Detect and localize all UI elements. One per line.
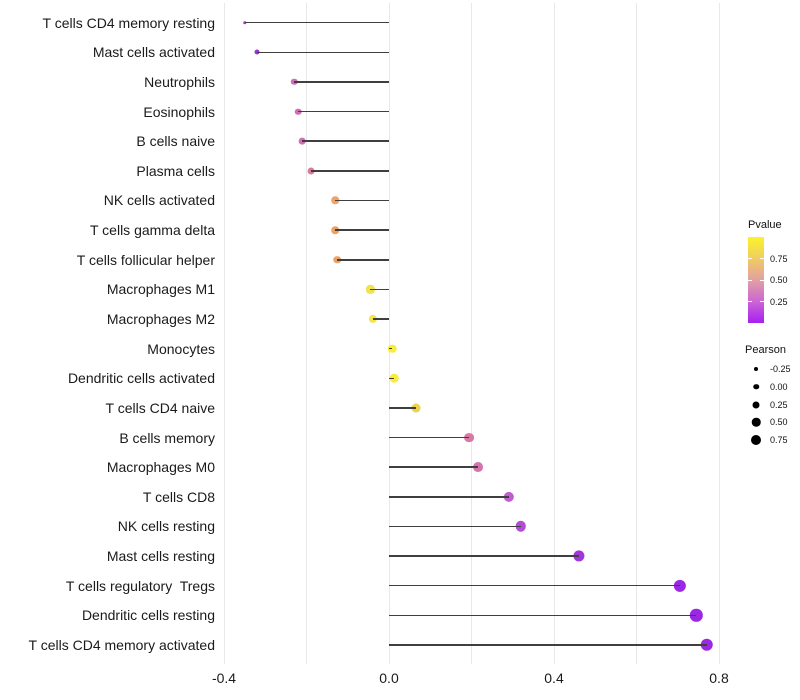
y-axis-label: T cells CD4 naive [105,399,215,416]
pearson-key-label: 0.75 [770,435,788,445]
data-point-dot [700,638,713,652]
lollipop-stem [389,644,707,646]
pvalue-colorbar-tick [760,279,764,281]
data-point-dot [515,521,527,532]
y-axis-label: Macrophages M2 [106,311,215,328]
y-axis-label: Monocytes [147,340,215,357]
y-axis-label: T cells follicular helper [76,251,215,268]
lollipop-stem [389,436,470,439]
pearson-key-dot [751,435,761,445]
lollipop-stem [389,525,521,528]
y-axis-label: Mast cells resting [106,548,215,565]
lollipop-stem [389,407,416,409]
data-point-dot [573,550,585,562]
pearson-key-label: -0.25 [770,364,791,374]
pvalue-tick-label: 0.50 [770,275,788,285]
lollipop-stem [335,199,389,202]
y-axis-label: NK cells resting [117,518,215,535]
data-point-dot [388,344,397,353]
data-point-dot [464,432,475,443]
pvalue-colorbar-tick [748,279,752,281]
y-axis-label: Mast cells activated [92,44,215,61]
lollipop-stem [244,21,389,24]
data-point-dot [389,373,399,383]
data-point-dot [411,403,421,413]
pearson-key-dot [753,384,759,390]
pvalue-colorbar-tick [748,258,752,259]
y-axis-label: Macrophages M1 [106,281,215,298]
y-axis-label: Dendritic cells resting [81,607,215,624]
lollipop-stem [389,347,393,350]
y-axis-label: T cells gamma delta [89,222,215,239]
y-axis-label: Eosinophils [143,103,215,120]
y-axis-label: T cells CD8 [142,488,215,505]
y-axis-label: B cells naive [136,133,215,150]
pearson-legend-title: Pearson [745,344,786,356]
lollipop-stem [389,584,680,587]
pearson-key-label: 0.50 [770,417,788,428]
pearson-key-label: 0.25 [770,399,788,410]
lollipop-stem [389,614,697,617]
gridline-x [388,3,390,664]
y-axis-label: T cells CD4 memory activated [28,636,215,653]
y-axis-label: Macrophages M0 [106,459,215,476]
gridline-x [471,3,472,664]
y-axis-label: B cells memory [119,429,215,446]
pvalue-colorbar-tick [748,301,752,302]
gridline-x [306,3,307,664]
pearson-key-dot [754,367,758,371]
gridline-x [636,3,637,664]
pvalue-legend-title: Pvalue [748,219,782,231]
x-axis-tick-label: -0.4 [211,670,237,686]
lollipop-stem [389,496,509,498]
x-axis-tick-label: 0.8 [709,670,729,686]
lollipop-stem [294,81,389,83]
y-axis-label: T cells CD4 memory resting [42,14,215,31]
gridline-x [553,3,555,664]
pvalue-tick-label: 0.75 [770,253,788,264]
lollipop-stem [335,229,389,231]
y-axis-label: Neutrophils [144,73,215,90]
lollipop-stem [389,377,394,380]
pvalue-colorbar-tick [760,258,764,259]
pearson-key-dot [751,418,761,427]
data-point-dot [503,491,514,502]
pearson-key-label: 0.00 [770,381,788,392]
data-point-dot [690,609,703,622]
lollipop-stem [298,110,389,113]
y-axis-label: T cells regulatory Tregs [65,577,215,594]
lollipop-stem [389,466,478,468]
lollipop-stem [257,51,389,54]
pvalue-tick-label: 0.25 [770,296,788,307]
lollipop-stem [389,555,579,557]
lollipop-stem [337,259,389,261]
gridline-x [223,3,225,664]
lollipop-stem [310,170,389,172]
pvalue-colorbar-tick [760,301,764,302]
y-axis-label: NK cells activated [103,192,215,209]
y-axis-label: Dendritic cells activated [67,370,215,387]
data-point-dot [472,462,483,473]
x-axis-tick-label: 0.0 [379,670,399,686]
lollipop-stem [372,318,389,320]
data-point-dot [673,579,686,592]
lollipop-stem [302,140,389,142]
y-axis-label: Plasma cells [136,162,215,179]
lollipop-stem [370,288,389,291]
pearson-key-dot [752,401,760,408]
x-axis-tick-label: 0.4 [544,670,564,686]
gridline-x [718,3,720,664]
